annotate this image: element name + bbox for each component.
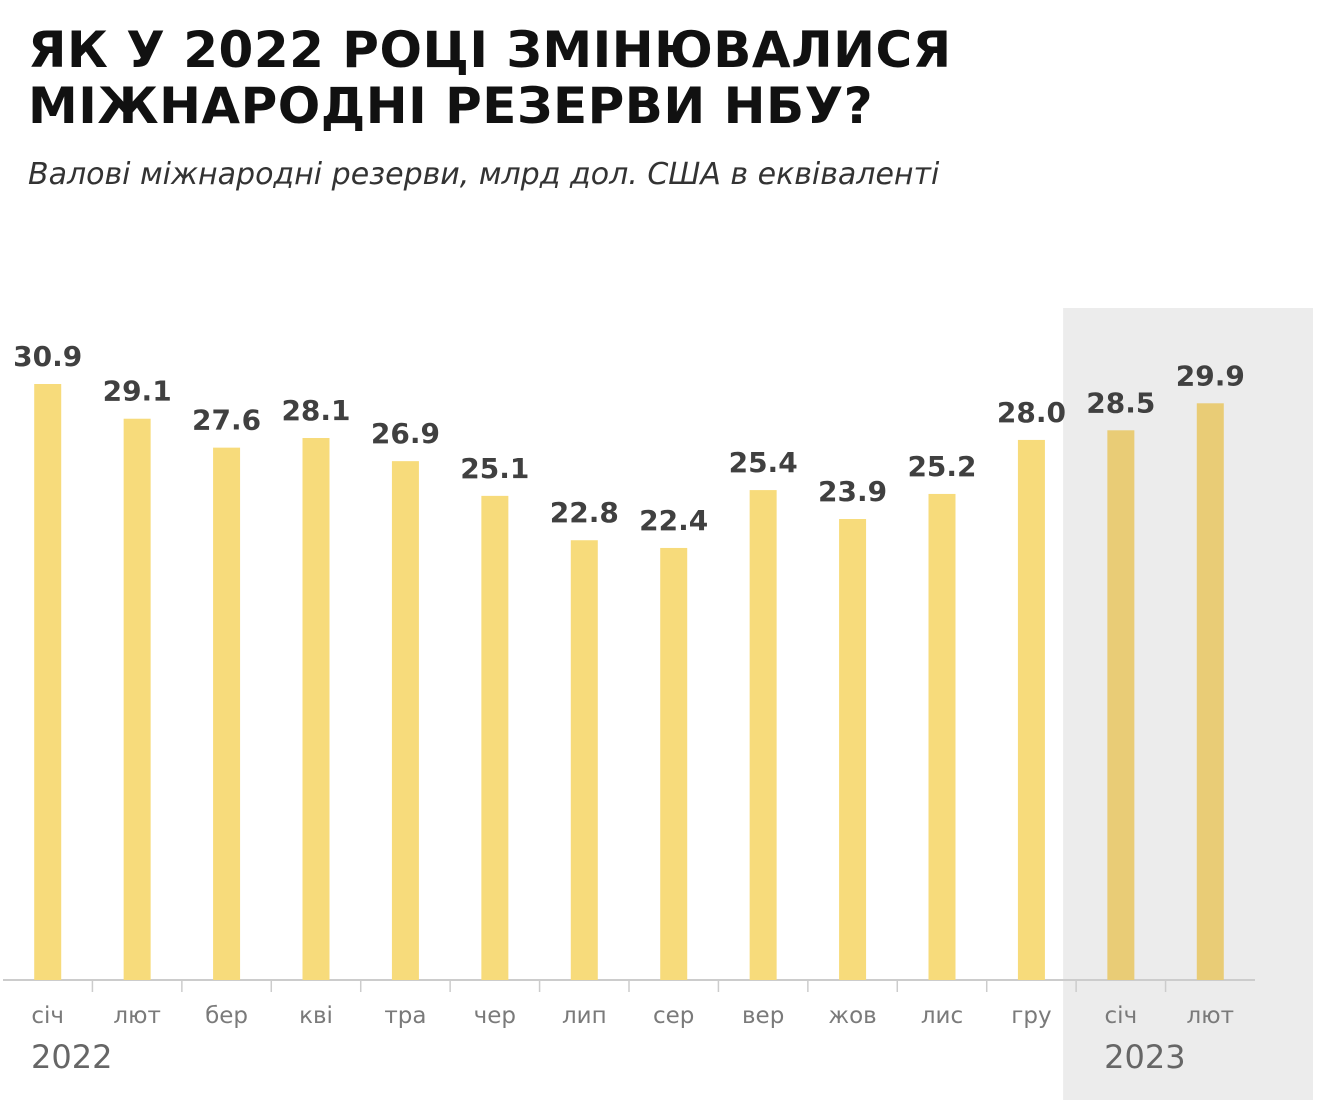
data-label: 26.9: [371, 417, 440, 450]
year-label: 2023: [1104, 1038, 1185, 1076]
year-label: 2022: [31, 1038, 112, 1076]
x-tick-label: січ: [1105, 1003, 1138, 1029]
bar: [839, 519, 867, 980]
data-label: 28.0: [997, 396, 1066, 429]
x-tick-label: лют: [1187, 1003, 1234, 1029]
data-label: 27.6: [192, 404, 261, 437]
bar: [660, 547, 688, 980]
bar: [123, 418, 151, 980]
chart-title: ЯК У 2022 РОЦІ ЗМІНЮВАЛИСЯ МІЖНАРОДНІ РЕ…: [28, 21, 952, 135]
data-label: 25.2: [907, 450, 976, 483]
highlight-background: [1063, 308, 1313, 1100]
bar: [302, 438, 330, 980]
bar: [391, 461, 419, 980]
bar: [1017, 439, 1045, 980]
data-label: 30.9: [13, 340, 82, 373]
bar: [213, 447, 241, 980]
x-tick-label: лис: [921, 1003, 963, 1029]
x-tick-label: сер: [653, 1003, 694, 1029]
data-label: 28.1: [281, 394, 350, 427]
chart-subtitle: Валові міжнародні резерви, млрд дол. США…: [28, 157, 940, 192]
bar: [1196, 403, 1224, 980]
x-tick-label: січ: [31, 1003, 64, 1029]
bar: [34, 384, 62, 980]
data-label: 29.1: [103, 375, 172, 408]
bar: [570, 540, 598, 980]
x-tick-label: лют: [113, 1003, 160, 1029]
data-label: 22.4: [639, 504, 708, 537]
bar: [1107, 430, 1135, 980]
x-tick-label: жов: [828, 1003, 876, 1029]
x-tick-label: кві: [299, 1003, 333, 1029]
data-label: 29.9: [1176, 359, 1245, 392]
x-tick-label: бер: [205, 1003, 248, 1029]
bar: [749, 490, 777, 980]
data-label: 25.1: [460, 452, 529, 485]
data-label: 25.4: [729, 446, 798, 479]
x-tick-label: тра: [384, 1003, 426, 1029]
x-tick-label: лип: [562, 1003, 607, 1029]
bar: [481, 495, 509, 980]
bar: [928, 493, 956, 980]
data-label: 23.9: [818, 475, 887, 508]
x-tick-label: вер: [742, 1003, 784, 1029]
data-label: 22.8: [550, 496, 619, 529]
data-label: 28.5: [1086, 386, 1155, 419]
x-tick-label: гру: [1011, 1003, 1051, 1029]
x-tick-label: чер: [474, 1003, 516, 1029]
